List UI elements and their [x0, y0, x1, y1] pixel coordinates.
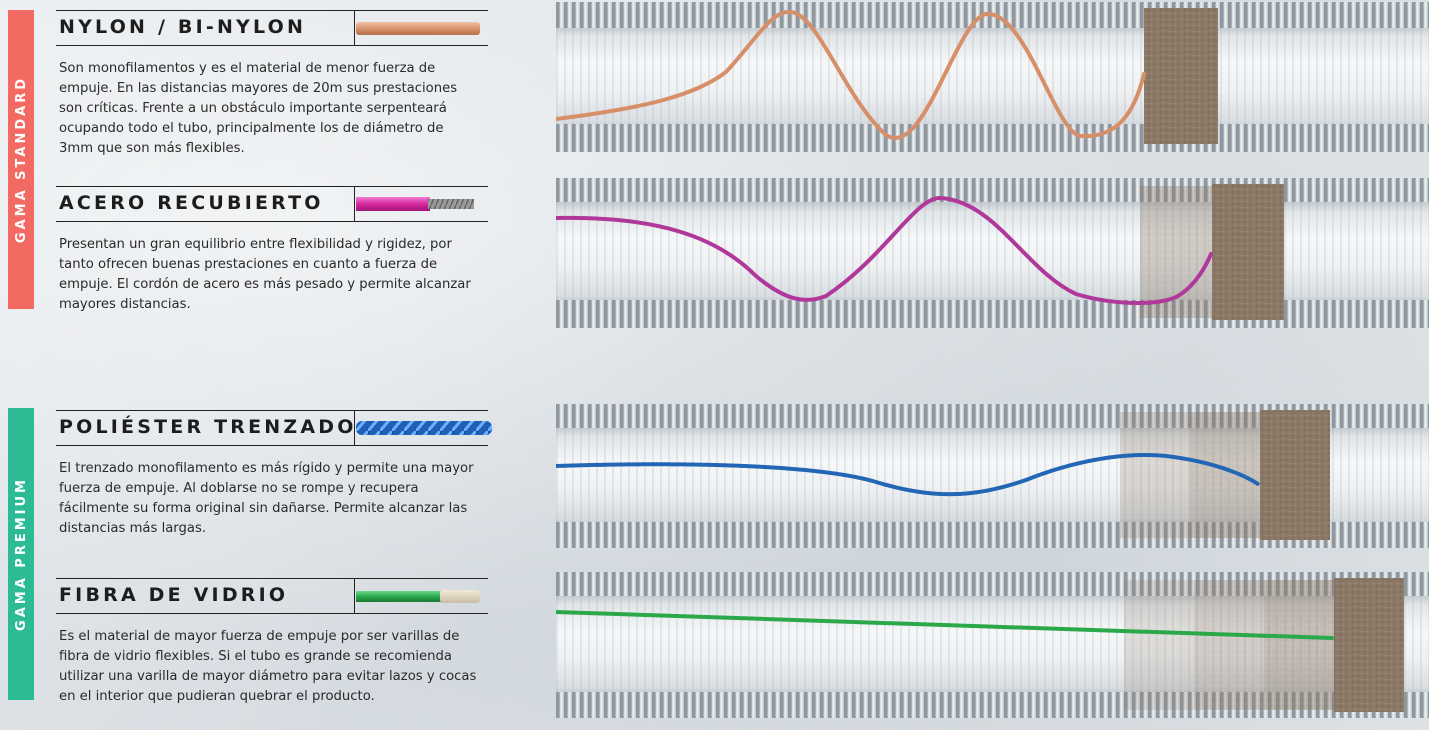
header-divider — [354, 187, 355, 221]
section-description: Presentan un gran equilibrio entre flexi… — [59, 237, 471, 312]
fibra-tube-illustration — [556, 572, 1429, 718]
obstacle-block-ghost — [1120, 412, 1190, 538]
section-description: Es el material de mayor fuerza de empuje… — [59, 629, 477, 704]
obstacle-block — [1260, 410, 1330, 540]
obstacle-block — [1144, 8, 1218, 144]
fiberglass-rod-sample — [356, 590, 480, 603]
section-title: ACERO RECUBIERTO — [59, 192, 324, 214]
tube-bottom-ribs — [556, 124, 1429, 152]
nylon-rod-sample — [356, 22, 480, 35]
section-acero: ACERO RECUBIERTO Presentan un gran equil… — [56, 186, 488, 315]
acero-tube-illustration — [556, 178, 1429, 328]
section-header: NYLON / BI-NYLON — [56, 10, 488, 46]
section-header: FIBRA DE VIDRIO — [56, 578, 488, 614]
fibra-rod-path — [556, 610, 1334, 640]
obstacle-block-ghost — [1190, 412, 1260, 538]
section-fibra: FIBRA DE VIDRIO Es el material de mayor … — [56, 578, 488, 707]
obstacle-block-ghost — [1194, 580, 1264, 710]
section-description: Son monofilamentos y es el material de m… — [59, 61, 458, 156]
obstacle-block-ghost — [1124, 580, 1194, 710]
nylon-tube-illustration — [556, 2, 1429, 152]
tube-top-ribs — [556, 178, 1429, 202]
section-header: POLIÉSTER TRENZADO — [56, 410, 492, 446]
obstacle-block-ghost — [1264, 580, 1334, 710]
gama-standard-band: GAMA STANDARD — [8, 10, 34, 309]
steel-rod-sample — [356, 197, 474, 211]
section-title: NYLON / BI-NYLON — [59, 16, 307, 38]
section-header: ACERO RECUBIERTO — [56, 186, 488, 222]
header-divider — [354, 411, 355, 445]
section-description: El trenzado monofilamento es más rígido … — [59, 461, 474, 536]
section-title: FIBRA DE VIDRIO — [59, 584, 289, 606]
obstacle-block — [1212, 184, 1284, 320]
braided-rod-sample — [356, 421, 492, 435]
gama-standard-label: GAMA STANDARD — [13, 75, 29, 244]
obstacle-block — [1334, 578, 1404, 712]
section-nylon: NYLON / BI-NYLON Son monofilamentos y es… — [56, 10, 488, 159]
acero-rod-path — [556, 196, 1213, 305]
nylon-rod-path — [556, 9, 1146, 140]
section-poliester: POLIÉSTER TRENZADO El trenzado monofilam… — [56, 410, 492, 539]
poliester-rod-path — [556, 453, 1260, 497]
header-divider — [354, 579, 355, 613]
gama-premium-band: GAMA PREMIUM — [8, 408, 34, 700]
section-title: POLIÉSTER TRENZADO — [59, 416, 357, 438]
poliester-tube-illustration — [556, 404, 1429, 548]
header-divider — [354, 11, 355, 45]
gama-premium-label: GAMA PREMIUM — [13, 477, 29, 631]
tube-bottom-ribs — [556, 300, 1429, 328]
